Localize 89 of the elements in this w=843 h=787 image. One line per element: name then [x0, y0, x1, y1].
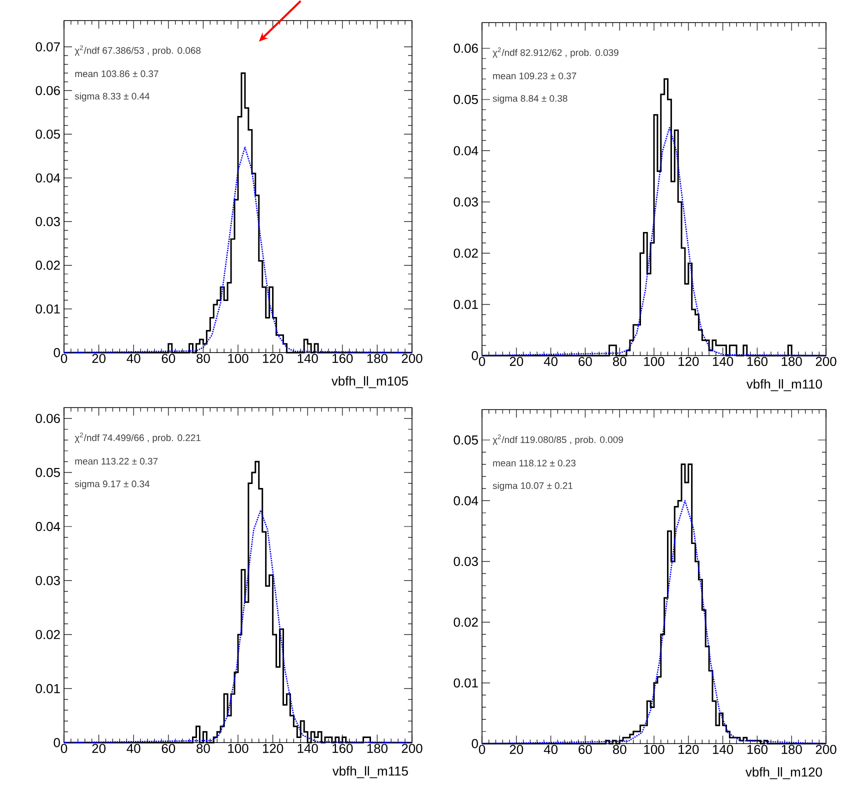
x-tick-label: 40: [126, 354, 140, 364]
x-tick-label: 80: [196, 744, 210, 754]
x-tick-label: 200: [402, 354, 422, 364]
y-tick-label: 0.02: [454, 248, 478, 258]
x-tick-label: 140: [298, 744, 318, 754]
x-tick-label: 100: [644, 357, 664, 366]
x-axis-title: vbfh_ll_m105: [331, 376, 408, 388]
annotation: mean 113.22 ± 0.37: [75, 458, 158, 465]
x-tick-label: 160: [747, 745, 768, 754]
x-tick-label: 0: [60, 744, 68, 754]
x-tick-label: 160: [332, 744, 353, 754]
annotation: mean 118.12 ± 0.23: [493, 460, 576, 467]
annotation: χ$^{2}$/ndf 119.080/85 , prob. 0.009: [492, 434, 623, 446]
x-tick-label: 180: [782, 745, 802, 754]
x-tick-label: 20: [92, 744, 106, 754]
x-tick-label: 60: [578, 357, 592, 366]
y-tick-label: 0.02: [454, 618, 478, 627]
x-axis-title: vbfh_ll_m115: [332, 766, 408, 778]
annotation: sigma 9.17 ± 0.34: [74, 480, 150, 490]
y-tick-label: 0.03: [36, 576, 60, 586]
line-series: [481, 127, 827, 356]
annotation: χ$^{2}$/ndf 74.499/66 , prob. 0.221: [74, 432, 200, 444]
y-tick-label: 0.06: [36, 86, 60, 96]
x-tick-label: 40: [126, 744, 140, 754]
x-tick-label: 140: [298, 354, 318, 364]
x-tick-label: 20: [510, 745, 524, 754]
x-tick-label: 200: [402, 744, 422, 754]
x-tick-label: 0: [478, 745, 486, 754]
y-tick-label: 0.06: [36, 414, 60, 424]
x-tick-label: 120: [678, 357, 699, 366]
y-tick-label: 0.03: [36, 217, 60, 226]
annotation: mean 103.86 ± 0.37: [75, 70, 158, 78]
x-tick-label: 120: [262, 744, 284, 754]
x-tick-label: 100: [228, 354, 248, 364]
x-tick-label: 60: [162, 744, 176, 754]
y-tick-label: 0.07: [36, 42, 60, 52]
y-tick-label: 0.04: [36, 173, 60, 183]
x-tick-label: 0: [60, 354, 68, 364]
line-series: [63, 510, 413, 744]
y-tick-label: 0.01: [36, 304, 60, 314]
y-tick-label: 0.03: [454, 198, 478, 207]
y-tick-label: 0.05: [36, 468, 60, 478]
annotation: mean 109.23 ± 0.37: [493, 72, 576, 80]
y-tick-label: 0.04: [36, 522, 60, 532]
x-tick-label: 180: [367, 744, 388, 754]
x-tick-label: 20: [92, 354, 106, 364]
y-tick-label: 0.04: [454, 146, 478, 156]
x-tick-label: 60: [578, 745, 592, 754]
y-tick-label: 0.02: [36, 630, 60, 640]
y-tick-label: 0: [54, 348, 60, 358]
x-tick-label: 40: [544, 745, 558, 754]
y-tick-label: 0.06: [454, 44, 478, 54]
y-tick-label: 0.04: [454, 496, 478, 506]
x-axis-title: vbfh_ll_m110: [746, 379, 822, 392]
x-tick-label: 100: [644, 745, 664, 754]
x-tick-label: 160: [332, 354, 353, 364]
x-tick-label: 60: [162, 354, 176, 364]
y-tick-label: 0.01: [454, 300, 478, 310]
x-tick-label: 80: [612, 745, 626, 754]
annotation: χ$^{2}$/ndf 82.912/62 , prob. 0.039: [492, 48, 618, 58]
x-tick-label: 0: [478, 357, 486, 366]
x-tick-label: 140: [712, 745, 734, 754]
x-tick-label: 80: [196, 354, 210, 364]
x-tick-label: 20: [510, 357, 524, 366]
y-tick-label: 0.05: [36, 130, 60, 139]
annotation: χ$^{2}$/ndf 67.386/53 , prob. 0.068: [74, 45, 201, 56]
annotation: sigma 10.07 ± 0.21: [492, 482, 572, 492]
line-series: [63, 146, 413, 354]
x-tick-label: 200: [816, 745, 836, 754]
x-tick-label: 40: [544, 357, 558, 366]
y-tick-label: 0.03: [454, 557, 478, 566]
annotation: sigma 8.84 ± 0.38: [492, 94, 568, 104]
y-tick-label: 0.02: [36, 260, 60, 270]
x-tick-label: 200: [816, 357, 836, 366]
x-tick-label: 80: [612, 357, 626, 366]
x-tick-label: 140: [712, 357, 734, 366]
y-tick-label: 0.05: [454, 95, 478, 104]
annotation: sigma 8.33 ± 0.44: [74, 92, 150, 102]
y-tick-label: 0.05: [454, 436, 478, 445]
x-tick-label: 180: [782, 357, 802, 366]
x-tick-label: 100: [228, 744, 248, 754]
x-tick-label: 160: [747, 357, 768, 366]
y-tick-label: 0.01: [36, 684, 60, 694]
x-tick-label: 120: [262, 354, 284, 364]
y-tick-label: 0: [54, 738, 60, 748]
x-tick-label: 120: [678, 745, 699, 754]
x-tick-label: 180: [367, 354, 388, 364]
x-axis-title: vbfh_ll_m120: [745, 767, 822, 780]
y-tick-label: 0.01: [454, 678, 478, 688]
